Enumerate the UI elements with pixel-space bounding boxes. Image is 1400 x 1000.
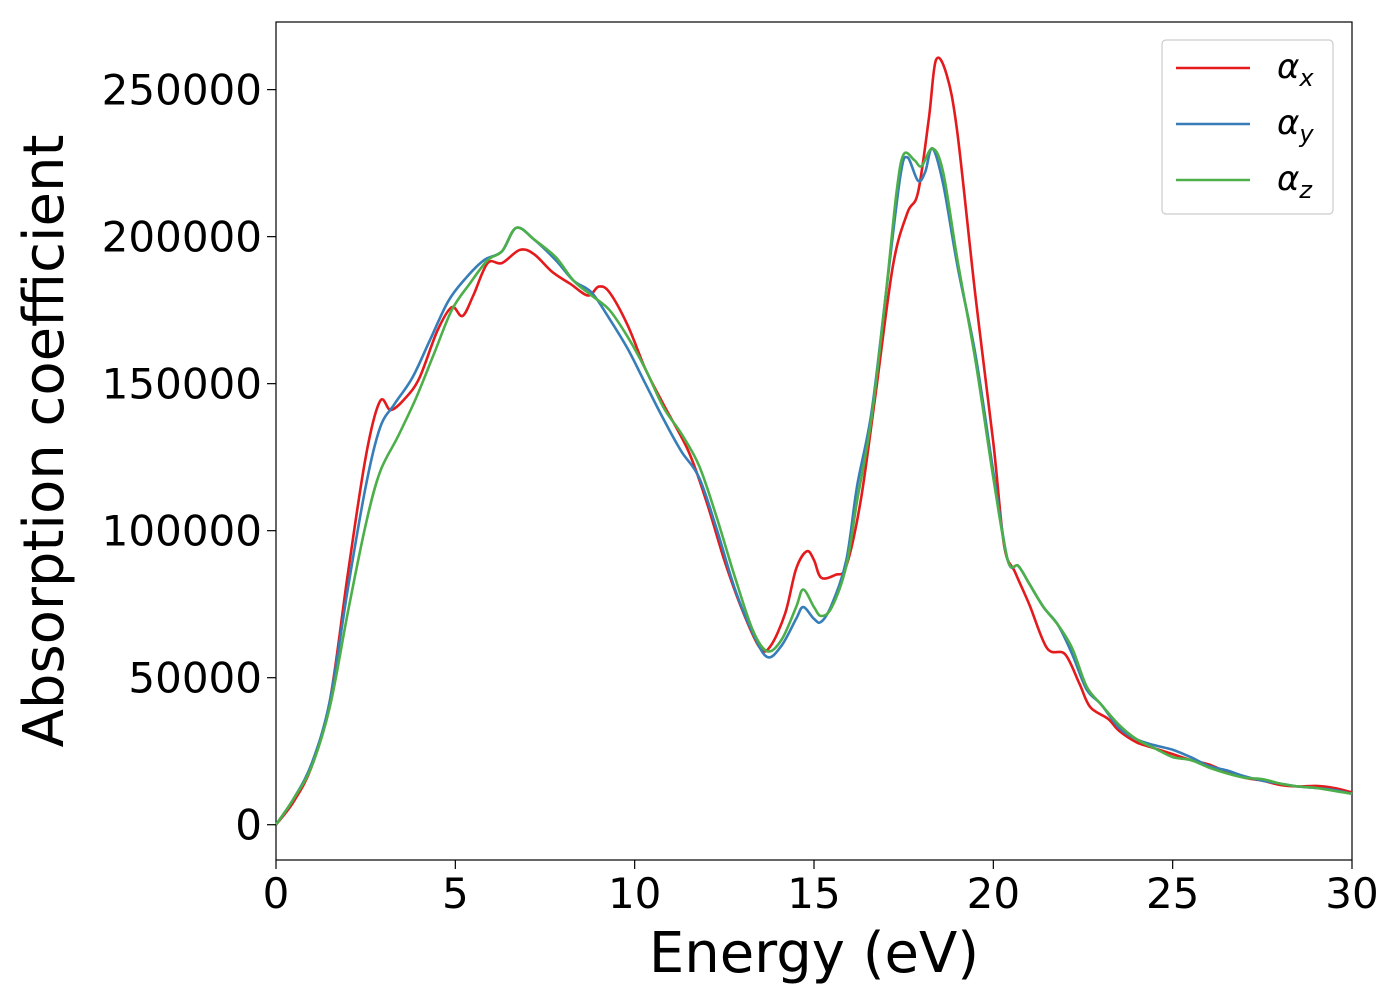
legend-subscript-y: y <box>1298 120 1314 148</box>
y-axis: 0 50000 100000 150000 200000 250000 <box>102 66 276 850</box>
y-tick-label: 50000 <box>128 654 262 703</box>
y-tick-label: 200000 <box>102 213 262 262</box>
legend-subscript-x: x <box>1298 64 1314 92</box>
legend-frame <box>1161 39 1334 215</box>
y-tick-label: 250000 <box>102 66 262 115</box>
x-tick-label: 5 <box>442 869 469 918</box>
x-tick-label: 0 <box>263 869 290 918</box>
y-axis-label: Absorption coefficient <box>12 135 77 748</box>
series-line-x <box>274 56 1353 826</box>
y-tick-label: 150000 <box>102 360 262 409</box>
series-line-z <box>274 147 1353 826</box>
x-axis-label: Energy (eV) <box>649 921 979 986</box>
series-layer <box>274 56 1353 826</box>
legend-subscript-z: z <box>1298 176 1313 204</box>
x-tick-label: 15 <box>787 869 840 918</box>
x-tick-label: 10 <box>608 869 661 918</box>
x-tick-label: 20 <box>967 869 1020 918</box>
x-tick-label: 25 <box>1146 869 1199 918</box>
y-tick-label: 0 <box>235 801 262 850</box>
x-axis: 0 5 10 15 20 25 30 <box>263 860 1379 918</box>
y-tick-label: 100000 <box>102 507 262 556</box>
x-tick-label: 30 <box>1325 869 1378 918</box>
